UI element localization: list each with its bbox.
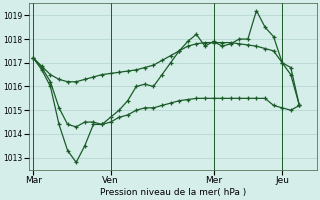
- X-axis label: Pression niveau de la mer( hPa ): Pression niveau de la mer( hPa ): [100, 188, 246, 197]
